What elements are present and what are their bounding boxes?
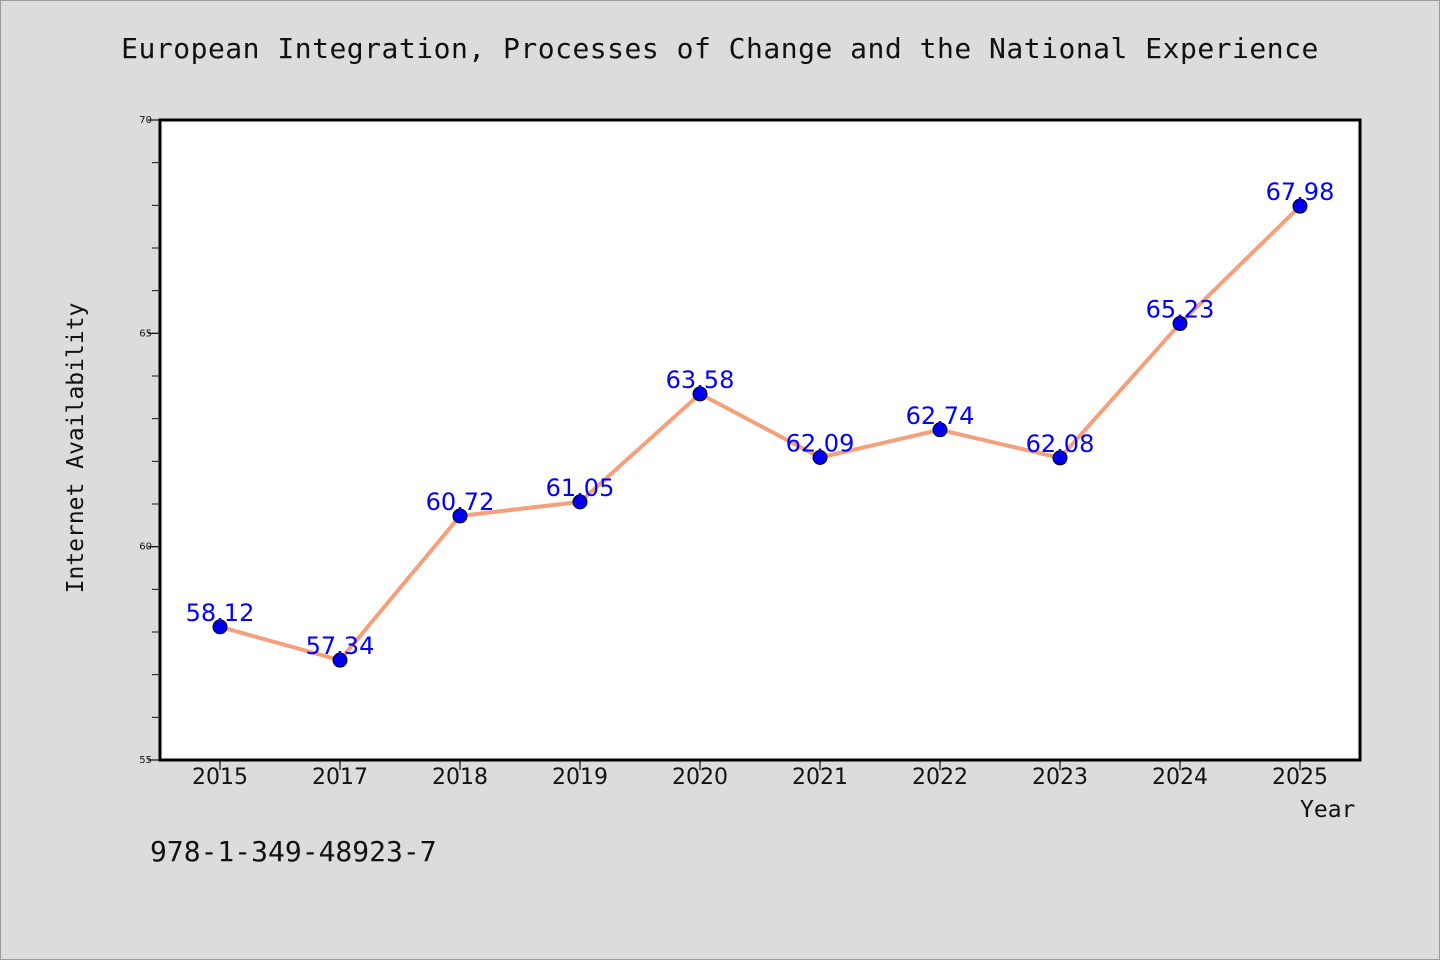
- data-point: [692, 386, 708, 402]
- y-tick-label: 65: [139, 328, 152, 339]
- x-axis-title: Year: [1300, 797, 1356, 823]
- data-label: 62.08: [1026, 430, 1095, 458]
- x-tick-label: 2024: [1152, 765, 1208, 790]
- y-tick-label: 60: [139, 542, 152, 553]
- data-point: [332, 652, 348, 668]
- plot-frame: [158, 118, 1362, 762]
- x-tick-label: 2023: [1032, 765, 1088, 790]
- data-label: 58.12: [186, 599, 255, 627]
- y-tick-label: 55: [139, 755, 152, 766]
- y-tick-label: 70: [139, 115, 152, 126]
- x-tick-label: 2017: [312, 765, 368, 790]
- data-point: [212, 619, 228, 635]
- data-point: [932, 422, 948, 438]
- data-label: 63.58: [666, 366, 735, 394]
- data-point: [1172, 316, 1188, 332]
- chart-title: European Integration, Processes of Chang…: [121, 32, 1319, 65]
- data-point: [572, 494, 588, 510]
- x-tick-label: 2021: [792, 765, 848, 790]
- x-tick-label: 2025: [1272, 765, 1328, 790]
- data-label: 57.34: [306, 632, 375, 660]
- x-tick-label: 2018: [432, 765, 488, 790]
- data-label: 61.05: [546, 474, 615, 502]
- data-label: 65.23: [1146, 296, 1215, 324]
- x-tick-label: 2020: [672, 765, 728, 790]
- data-point: [1052, 450, 1068, 466]
- data-label: 67.98: [1266, 178, 1335, 206]
- series-line: [219, 204, 1302, 663]
- data-point: [452, 508, 468, 524]
- x-tick-label: 2022: [912, 765, 968, 790]
- x-tick-label: 2015: [192, 765, 248, 790]
- data-point: [1292, 198, 1308, 214]
- data-label: 62.09: [786, 429, 855, 457]
- data-label: 62.74: [906, 402, 975, 430]
- x-tick-label: 2019: [552, 765, 608, 790]
- data-point: [812, 449, 828, 465]
- plot-area: [160, 120, 1360, 760]
- data-label: 60.72: [426, 488, 495, 516]
- isbn-footer: 978-1-349-48923-7: [150, 835, 437, 868]
